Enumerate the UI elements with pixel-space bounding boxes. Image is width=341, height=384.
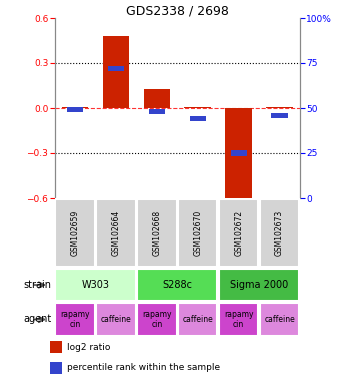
- Text: GSM102668: GSM102668: [152, 210, 161, 256]
- Bar: [178, 303, 218, 336]
- Bar: [50, 341, 62, 353]
- Bar: [260, 303, 299, 336]
- Text: GSM102672: GSM102672: [234, 210, 243, 256]
- Bar: [225, 108, 252, 202]
- Bar: [103, 36, 129, 108]
- Bar: [137, 269, 218, 301]
- Bar: [55, 303, 95, 336]
- Bar: [231, 151, 247, 156]
- Text: rapamy
cin: rapamy cin: [224, 310, 253, 329]
- Bar: [96, 303, 136, 336]
- Bar: [62, 106, 88, 108]
- Text: W303: W303: [81, 280, 109, 290]
- Text: GSM102670: GSM102670: [193, 210, 202, 256]
- Bar: [50, 362, 62, 374]
- Bar: [144, 88, 170, 108]
- Text: GSM102673: GSM102673: [275, 210, 284, 256]
- Bar: [67, 107, 83, 113]
- Text: GSM102659: GSM102659: [71, 210, 79, 256]
- Text: caffeine: caffeine: [182, 315, 213, 324]
- Bar: [271, 113, 288, 118]
- Bar: [137, 199, 177, 266]
- Bar: [149, 109, 165, 114]
- Bar: [190, 116, 206, 121]
- Text: agent: agent: [23, 314, 51, 324]
- Bar: [55, 199, 95, 266]
- Bar: [219, 199, 258, 266]
- Bar: [219, 269, 299, 301]
- Bar: [178, 199, 218, 266]
- Text: GSM102664: GSM102664: [112, 210, 120, 256]
- Bar: [55, 269, 136, 301]
- Text: strain: strain: [23, 280, 51, 290]
- Bar: [137, 303, 177, 336]
- Text: percentile rank within the sample: percentile rank within the sample: [67, 363, 220, 372]
- Text: caffeine: caffeine: [101, 315, 131, 324]
- Text: rapamy
cin: rapamy cin: [60, 310, 90, 329]
- Bar: [260, 199, 299, 266]
- Text: S288c: S288c: [162, 280, 192, 290]
- Text: rapamy
cin: rapamy cin: [142, 310, 172, 329]
- Bar: [96, 199, 136, 266]
- Title: GDS2338 / 2698: GDS2338 / 2698: [126, 5, 229, 18]
- Bar: [184, 106, 211, 108]
- Text: log2 ratio: log2 ratio: [67, 343, 110, 352]
- Bar: [219, 303, 258, 336]
- Text: Sigma 2000: Sigma 2000: [230, 280, 288, 290]
- Bar: [266, 106, 293, 108]
- Text: caffeine: caffeine: [264, 315, 295, 324]
- Bar: [108, 66, 124, 71]
